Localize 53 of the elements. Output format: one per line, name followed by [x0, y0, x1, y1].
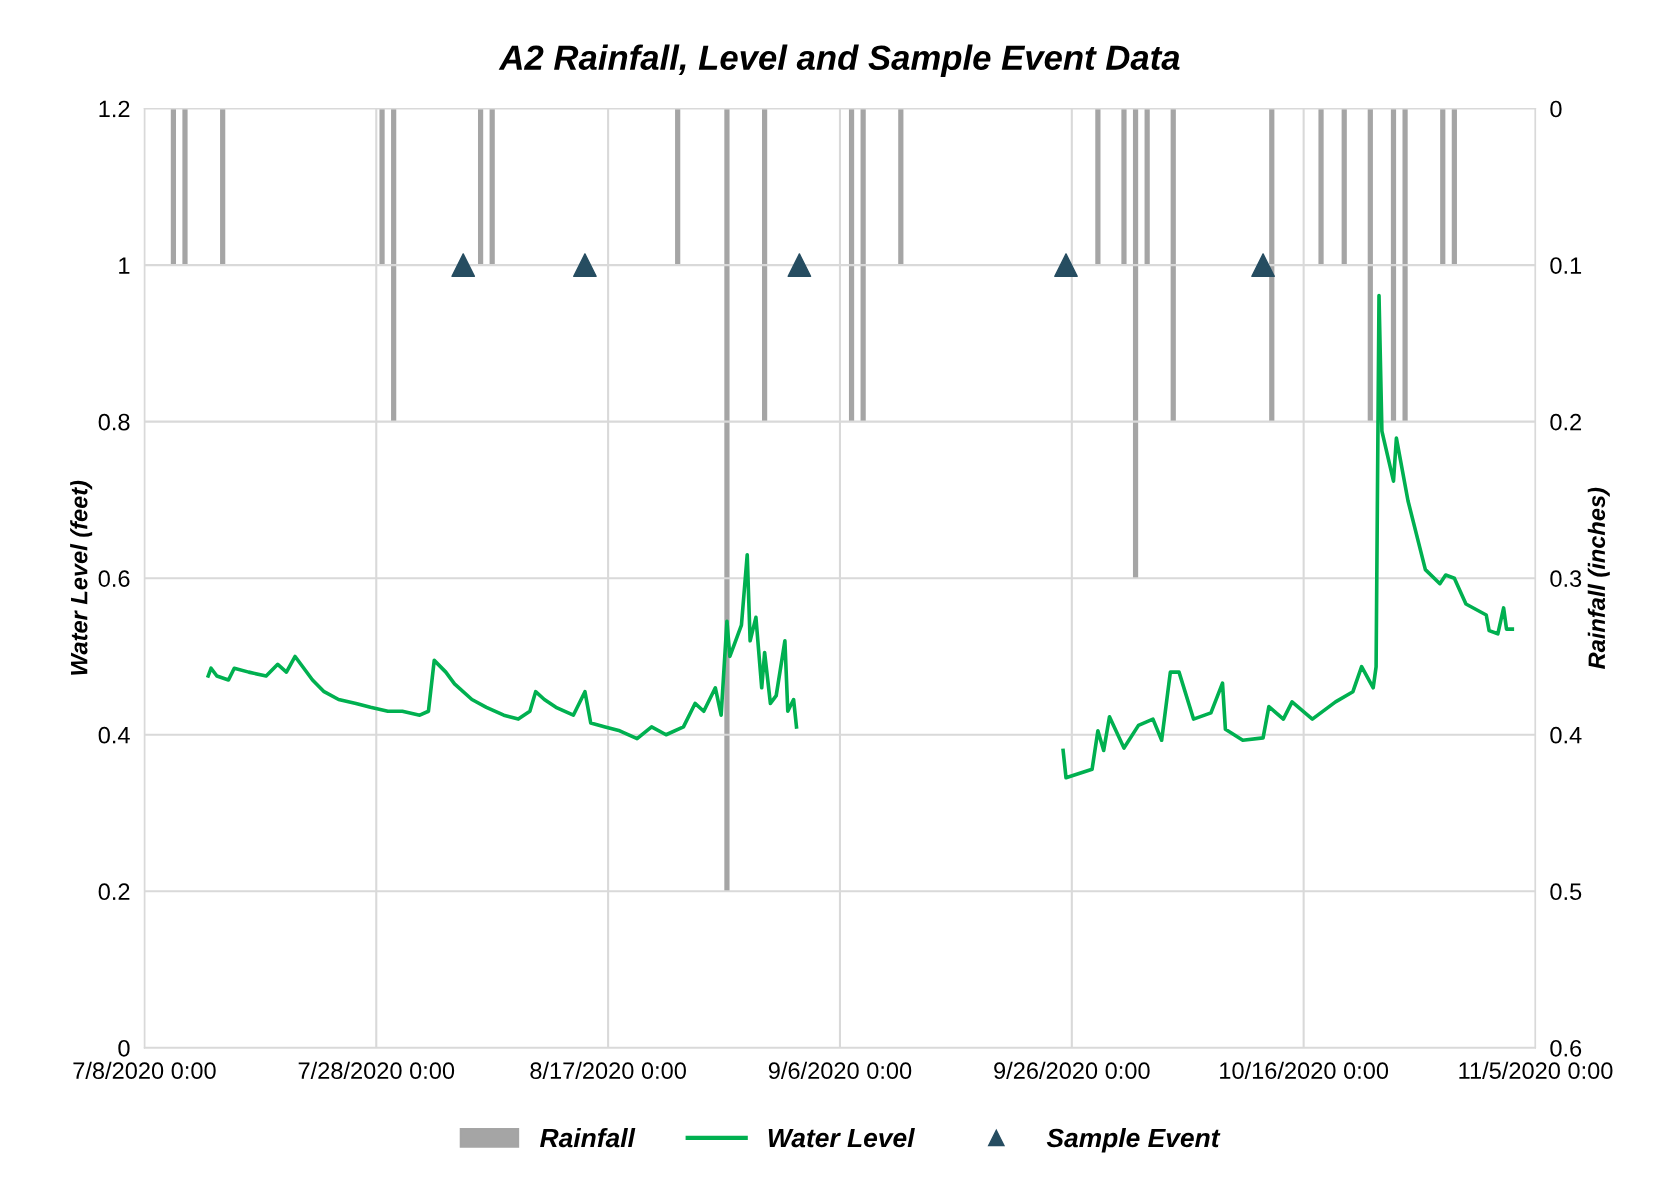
y-tick-label: 0.2 [98, 883, 130, 901]
x-tick-label: 7/28/2020 0:00 [298, 1061, 455, 1080]
legend-label: Rainfall [540, 1127, 636, 1148]
y-tick-label: 0.4 [98, 726, 130, 744]
bar [182, 108, 188, 266]
y2-tick-label: 0 [1550, 100, 1562, 118]
y-axis-title: Water Level (feet) [70, 480, 93, 675]
y2-tick-label: 0.4 [1550, 726, 1582, 744]
bar [675, 108, 681, 266]
bar [489, 108, 495, 266]
y2-tick-label: 0.6 [1550, 1039, 1582, 1057]
bar [1095, 108, 1101, 266]
y-tick-label: 1 [119, 257, 130, 274]
bar [724, 108, 730, 892]
y2-tick-label: 0.5 [1550, 883, 1582, 901]
bar [170, 108, 177, 266]
bar [379, 108, 385, 266]
bar [1367, 108, 1373, 422]
bar [1318, 108, 1324, 266]
bar [1390, 108, 1397, 422]
y2-tick-label: 0.1 [1550, 257, 1582, 274]
x-tick-label: 9/26/2020 0:00 [994, 1061, 1150, 1080]
bar [1451, 108, 1457, 266]
y2-axis-title: Rainfall (inches) [1587, 487, 1610, 669]
bar [762, 108, 768, 422]
x-tick-label: 10/16/2020 0:00 [1220, 1061, 1389, 1080]
y-tick-label: 0.6 [98, 570, 130, 587]
y2-tick-label: 0.2 [1550, 413, 1582, 431]
bar [1402, 108, 1408, 422]
bar [1121, 108, 1127, 266]
bar [898, 108, 904, 266]
legend-label: Sample Event [1046, 1127, 1221, 1153]
y2-tick-label: 0.3 [1550, 570, 1582, 587]
bar [1144, 108, 1150, 266]
x-tick-label: 11/5/2020 0:00 [1459, 1061, 1613, 1080]
x-tick-label: 8/17/2020 0:00 [530, 1061, 686, 1080]
bar [1440, 108, 1446, 266]
bar [220, 108, 226, 266]
bar [1269, 108, 1275, 422]
x-tick-label: 7/8/2020 0:00 [73, 1061, 216, 1080]
legend-label: Water Level [768, 1127, 915, 1148]
bar [1170, 108, 1176, 422]
bar [848, 108, 855, 422]
y-tick-label: 0.8 [98, 413, 130, 431]
chart-title: A2 Rainfall, Level and Sample Event Data [498, 44, 1180, 77]
bar [860, 108, 866, 422]
bar [1132, 108, 1139, 579]
bar [391, 108, 397, 422]
x-tick-label: 9/6/2020 0:00 [768, 1061, 912, 1080]
bar [477, 108, 484, 266]
y-tick-label: 1.2 [99, 100, 130, 118]
y-tick-label: 0 [118, 1039, 130, 1057]
bar [1341, 108, 1347, 266]
